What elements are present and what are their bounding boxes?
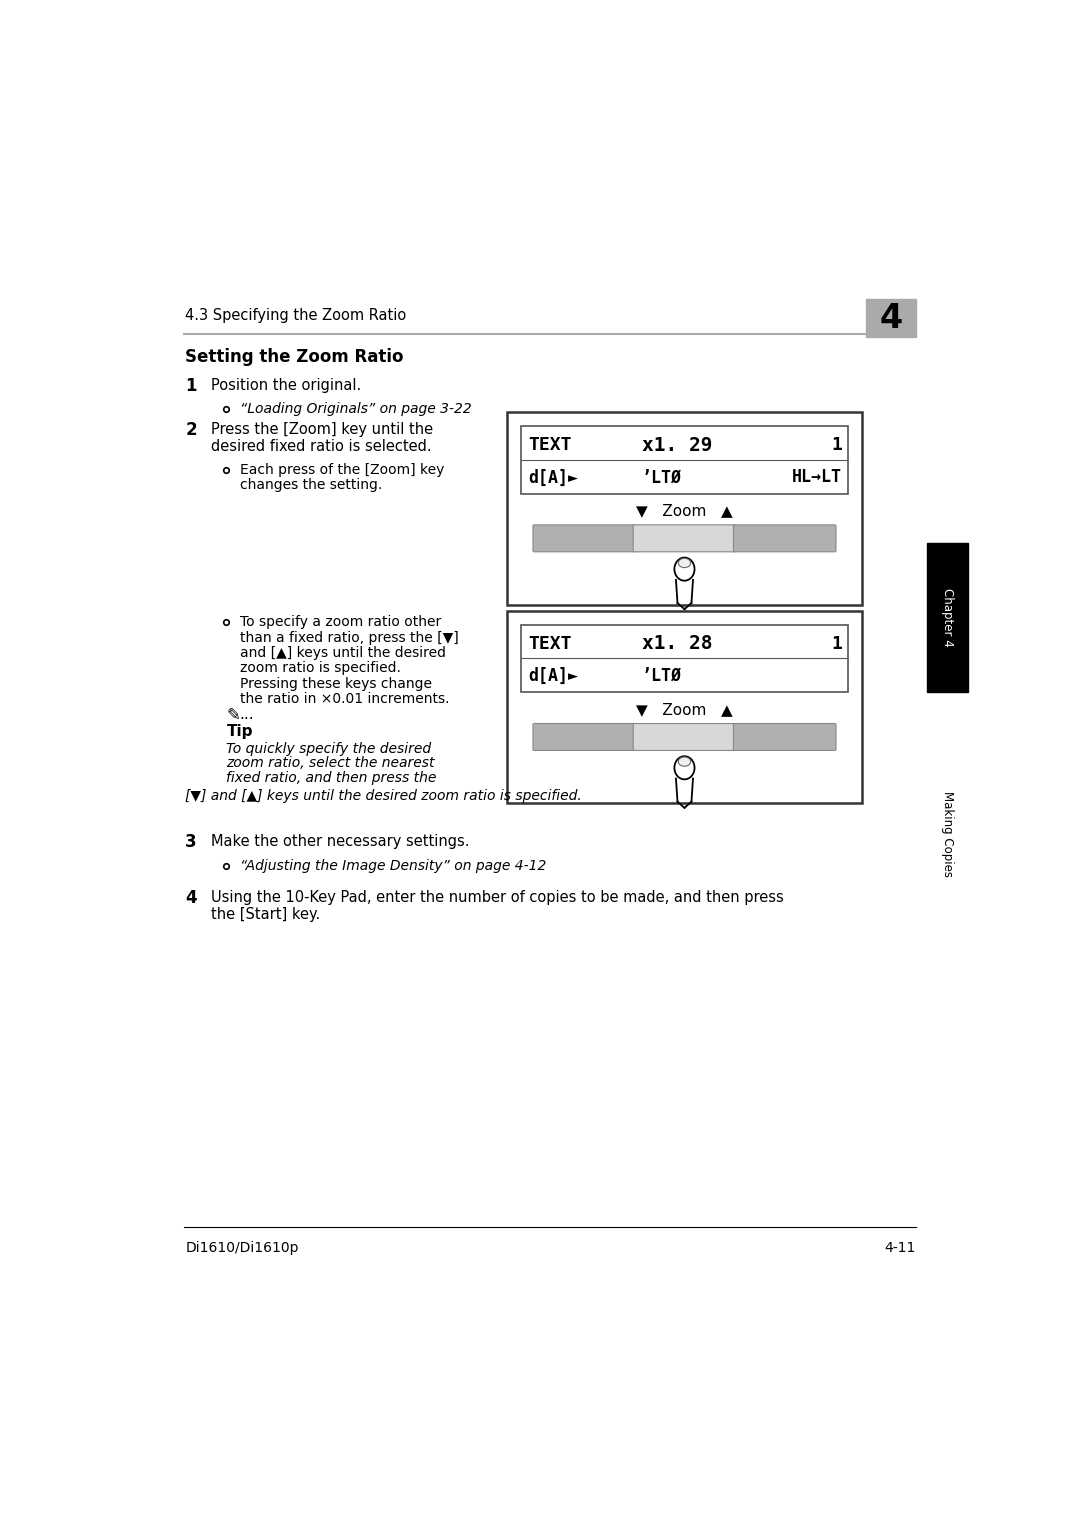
Text: To quickly specify the desired: To quickly specify the desired bbox=[227, 741, 432, 755]
Text: [▼] and [▲] keys until the desired zoom ratio is specified.: [▼] and [▲] keys until the desired zoom … bbox=[186, 790, 582, 804]
Bar bbox=[521, 625, 848, 692]
Ellipse shape bbox=[674, 756, 694, 779]
Text: HL→LT: HL→LT bbox=[792, 469, 841, 486]
Text: TEXT: TEXT bbox=[529, 435, 572, 454]
Text: 4: 4 bbox=[879, 301, 903, 335]
Text: Making Copies: Making Copies bbox=[941, 792, 954, 877]
Text: ✎: ✎ bbox=[227, 706, 241, 724]
Text: zoom ratio, select the nearest: zoom ratio, select the nearest bbox=[227, 756, 435, 770]
Text: Tip: Tip bbox=[227, 724, 253, 740]
Bar bbox=[507, 413, 862, 605]
Text: Pressing these keys change: Pressing these keys change bbox=[241, 677, 432, 691]
Text: “Loading Originals” on page 3-22: “Loading Originals” on page 3-22 bbox=[241, 402, 472, 416]
Text: ʼLTØ: ʼLTØ bbox=[642, 469, 681, 486]
Text: ▼   Zoom   ▲: ▼ Zoom ▲ bbox=[636, 503, 733, 518]
FancyBboxPatch shape bbox=[733, 724, 836, 750]
Ellipse shape bbox=[678, 558, 691, 567]
Text: ...: ... bbox=[240, 707, 254, 723]
Text: 4: 4 bbox=[186, 889, 197, 908]
Text: Position the original.: Position the original. bbox=[211, 379, 361, 393]
Text: Each press of the [Zoom] key: Each press of the [Zoom] key bbox=[241, 463, 445, 477]
Text: ʼLTØ: ʼLTØ bbox=[642, 668, 681, 685]
Text: d[A]►: d[A]► bbox=[529, 469, 579, 486]
Bar bbox=[866, 299, 916, 338]
Text: To specify a zoom ratio other: To specify a zoom ratio other bbox=[241, 616, 442, 630]
Bar bbox=[521, 426, 848, 494]
Text: 3: 3 bbox=[186, 833, 197, 851]
Text: “Adjusting the Image Density” on page 4-12: “Adjusting the Image Density” on page 4-… bbox=[241, 859, 546, 874]
Text: and [▲] keys until the desired: and [▲] keys until the desired bbox=[241, 646, 446, 660]
FancyBboxPatch shape bbox=[733, 524, 836, 552]
Text: ▼   Zoom   ▲: ▼ Zoom ▲ bbox=[636, 701, 733, 717]
Text: zoom ratio is specified.: zoom ratio is specified. bbox=[241, 662, 402, 675]
FancyBboxPatch shape bbox=[532, 524, 635, 552]
Text: fixed ratio, and then press the: fixed ratio, and then press the bbox=[227, 770, 436, 785]
Text: Make the other necessary settings.: Make the other necessary settings. bbox=[211, 834, 470, 850]
Text: than a fixed ratio, press the [▼]: than a fixed ratio, press the [▼] bbox=[241, 631, 459, 645]
Ellipse shape bbox=[674, 558, 694, 581]
Text: 4.3 Specifying the Zoom Ratio: 4.3 Specifying the Zoom Ratio bbox=[186, 309, 407, 324]
Text: 4-11: 4-11 bbox=[885, 1241, 916, 1256]
FancyBboxPatch shape bbox=[633, 524, 735, 552]
Text: x1. 28: x1. 28 bbox=[642, 634, 713, 654]
Text: x1. 29: x1. 29 bbox=[642, 435, 713, 455]
Text: TEXT: TEXT bbox=[529, 634, 572, 652]
Text: the [Start] key.: the [Start] key. bbox=[211, 908, 320, 923]
Bar bbox=[927, 542, 968, 692]
FancyBboxPatch shape bbox=[633, 724, 735, 750]
Text: Chapter 4: Chapter 4 bbox=[941, 588, 954, 646]
Text: Using the 10-Key Pad, enter the number of copies to be made, and then press: Using the 10-Key Pad, enter the number o… bbox=[211, 891, 784, 906]
Text: desired fixed ratio is selected.: desired fixed ratio is selected. bbox=[211, 439, 432, 454]
Text: Setting the Zoom Ratio: Setting the Zoom Ratio bbox=[186, 348, 404, 367]
Text: Press the [Zoom] key until the: Press the [Zoom] key until the bbox=[211, 422, 433, 437]
Text: d[A]►: d[A]► bbox=[529, 668, 579, 685]
Text: 1: 1 bbox=[186, 377, 197, 394]
Text: changes the setting.: changes the setting. bbox=[241, 478, 382, 492]
Text: 2: 2 bbox=[186, 420, 197, 439]
Text: 1: 1 bbox=[831, 634, 841, 652]
FancyBboxPatch shape bbox=[532, 724, 635, 750]
Text: Di1610/Di1610p: Di1610/Di1610p bbox=[186, 1241, 299, 1256]
Ellipse shape bbox=[678, 756, 691, 766]
Text: the ratio in ×0.01 increments.: the ratio in ×0.01 increments. bbox=[241, 692, 450, 706]
Bar bbox=[507, 611, 862, 804]
Text: 1: 1 bbox=[831, 435, 841, 454]
